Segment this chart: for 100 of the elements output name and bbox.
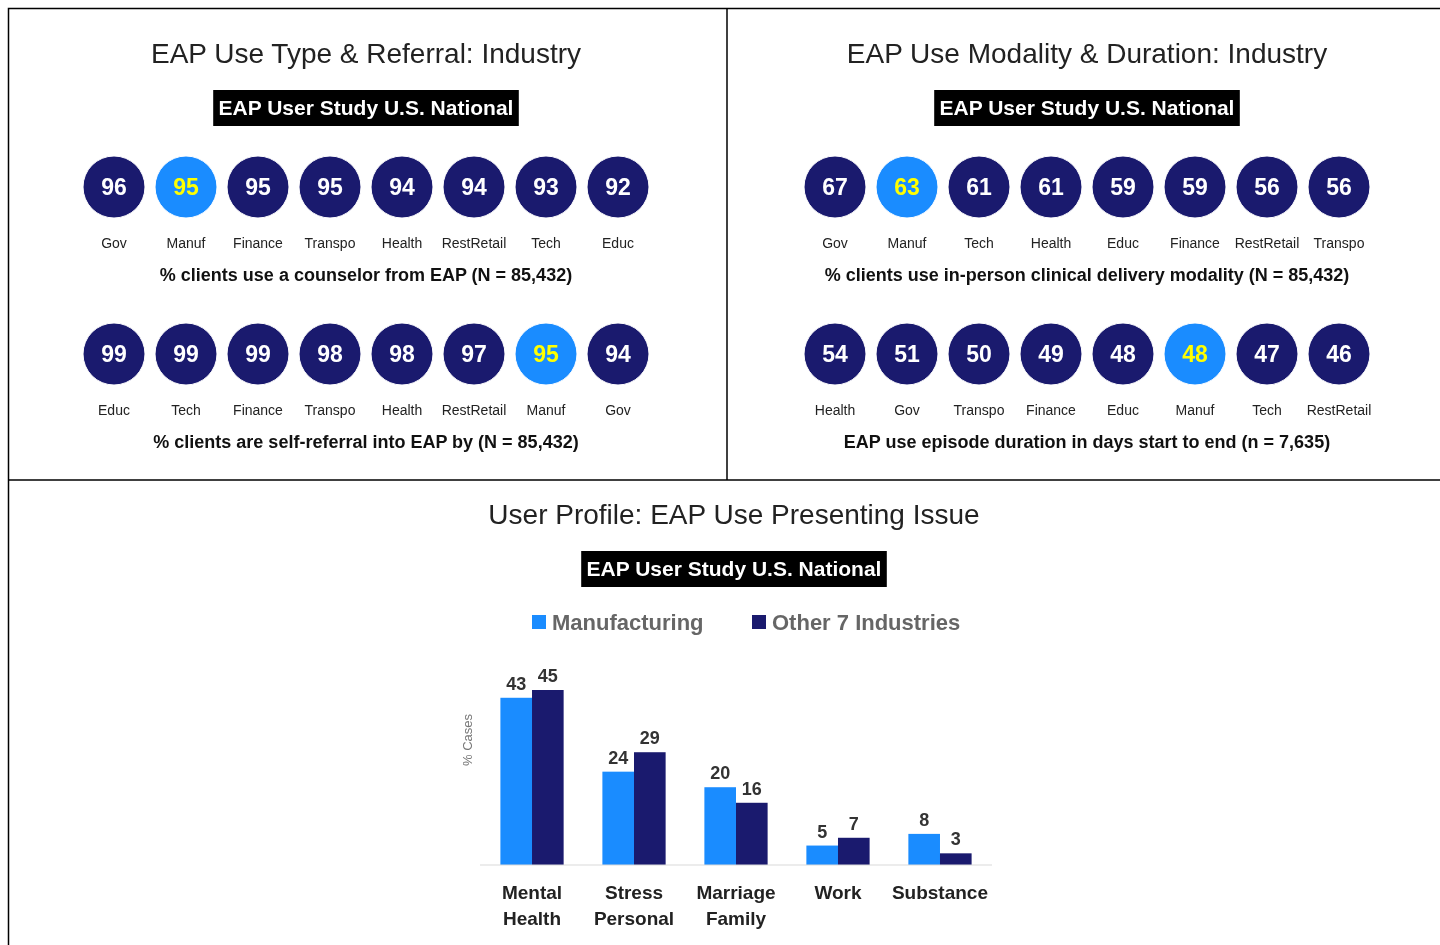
category-label: Finance xyxy=(1170,235,1221,251)
data-label: 29 xyxy=(639,728,660,749)
bar xyxy=(806,845,838,865)
category-label: Gov xyxy=(605,402,631,418)
data-label: 56 xyxy=(1254,174,1280,200)
text: EAP Use Type & Referral: Industry xyxy=(150,38,582,69)
data-label: 93 xyxy=(533,174,559,200)
x-tick-label: Marriage Family xyxy=(696,882,776,929)
data-label: 5 xyxy=(817,821,828,842)
data-label: 95 xyxy=(173,174,199,200)
bar xyxy=(500,697,533,865)
category-label: RestRetail xyxy=(441,235,507,251)
bar xyxy=(532,690,564,865)
text: EAP User Study U.S. National xyxy=(218,96,514,119)
data-label: 94 xyxy=(461,174,487,200)
text: EAP User Study U.S. National xyxy=(939,96,1235,119)
data-label: 45 xyxy=(537,666,558,686)
data-label: 95 xyxy=(245,174,271,200)
category-label: Tech xyxy=(171,402,201,418)
category-label: Transpo xyxy=(304,402,356,418)
category-label: Finance xyxy=(233,235,284,251)
category-label: Finance xyxy=(1026,402,1077,418)
category-label: Health xyxy=(814,402,856,418)
bar xyxy=(634,752,666,865)
data-label: 98 xyxy=(317,341,343,367)
data-label: 49 xyxy=(1038,341,1064,367)
category-label: Transpo xyxy=(953,402,1005,418)
data-label: 16 xyxy=(741,778,762,799)
text: EAP Use Modality & Duration: Industry xyxy=(846,38,1328,69)
bar xyxy=(602,771,635,865)
data-label: 59 xyxy=(1110,174,1136,200)
category-label: Educ xyxy=(98,402,130,418)
data-label: 95 xyxy=(317,174,343,200)
category-label: Gov xyxy=(894,402,920,418)
data-label: 61 xyxy=(1038,174,1064,200)
x-tick-label: Substance xyxy=(891,882,989,903)
data-label: 20 xyxy=(710,763,731,784)
category-label: Educ xyxy=(1107,402,1139,418)
data-label: 48 xyxy=(1110,341,1136,367)
data-label: 54 xyxy=(822,341,848,367)
data-label: 51 xyxy=(894,341,920,367)
category-label: Manuf xyxy=(887,235,927,251)
category-label: RestRetail xyxy=(441,402,507,418)
data-label: 98 xyxy=(389,341,415,367)
data-label: 46 xyxy=(1326,341,1352,367)
bar xyxy=(837,837,870,865)
data-label: 92 xyxy=(605,174,631,200)
category-label: Finance xyxy=(233,402,284,418)
data-label: 99 xyxy=(173,341,199,367)
bar xyxy=(736,802,768,865)
category-label: Health xyxy=(381,235,423,251)
text: EAP use episode duration in days start to end (n = 7,635) xyxy=(843,432,1331,452)
legend-label: Other 7 Industries xyxy=(772,610,961,635)
x-tick-label: Mental Health xyxy=(501,882,563,929)
category-label: Transpo xyxy=(304,235,356,251)
data-label: 59 xyxy=(1182,174,1208,200)
data-label: 48 xyxy=(1182,341,1208,367)
chart-subtitle: EAP User Study U.S. National xyxy=(586,557,882,580)
data-label: 99 xyxy=(245,341,271,367)
y-axis-title: % Cases xyxy=(460,713,475,767)
data-label: 95 xyxy=(533,341,559,367)
data-label: 63 xyxy=(894,174,920,200)
category-label: RestRetail xyxy=(1234,235,1300,251)
category-label: Gov xyxy=(101,235,127,251)
category-label: Tech xyxy=(1252,402,1282,418)
category-label: Tech xyxy=(964,235,994,251)
data-label: 8 xyxy=(919,809,930,830)
data-label: 24 xyxy=(608,747,629,768)
bar xyxy=(939,853,972,865)
text: % clients use a counselor from EAP (N = 85,432) xyxy=(159,265,573,285)
bar xyxy=(908,833,940,865)
category-label: RestRetail xyxy=(1306,402,1372,418)
data-label: 99 xyxy=(101,341,127,367)
x-tick-label: Work xyxy=(814,882,862,903)
data-label: 67 xyxy=(822,174,848,200)
data-label: 97 xyxy=(461,341,487,367)
data-label: 47 xyxy=(1254,341,1280,367)
category-label: Educ xyxy=(602,235,634,251)
category-label: Health xyxy=(1030,235,1072,251)
category-label: Tech xyxy=(531,235,561,251)
data-label: 3 xyxy=(950,829,961,850)
data-label: 61 xyxy=(966,174,992,200)
category-label: Health xyxy=(381,402,423,418)
category-label: Manuf xyxy=(1175,402,1215,418)
category-label: Manuf xyxy=(166,235,206,251)
category-label: Transpo xyxy=(1313,235,1365,251)
text: % clients are self-referral into EAP by (N = 85,432) xyxy=(153,432,579,452)
chart-title: User Profile: EAP Use Presenting Issue xyxy=(488,499,980,530)
category-label: Gov xyxy=(822,235,848,251)
category-label: Educ xyxy=(1107,235,1139,251)
data-label: 43 xyxy=(506,673,527,694)
data-label: 50 xyxy=(966,341,992,367)
data-label: 56 xyxy=(1326,174,1352,200)
data-label: 94 xyxy=(389,174,415,200)
bar xyxy=(704,787,736,865)
text: % clients use in-person clinical delivery modality (N = 85,432) xyxy=(824,265,1350,285)
data-label: 96 xyxy=(101,174,127,200)
data-label: 7 xyxy=(848,813,859,834)
data-label: 94 xyxy=(605,341,631,367)
category-label: Manuf xyxy=(526,402,566,418)
